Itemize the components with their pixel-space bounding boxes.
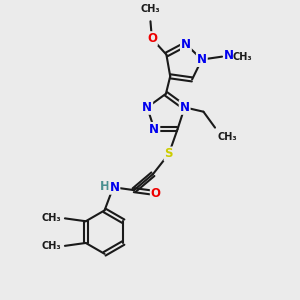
Text: N: N <box>110 181 119 194</box>
Text: S: S <box>165 148 173 160</box>
Text: N: N <box>197 53 207 66</box>
Text: CH₃: CH₃ <box>42 213 62 223</box>
Text: CH₃: CH₃ <box>232 52 252 61</box>
Text: CH₃: CH₃ <box>218 132 238 142</box>
Text: O: O <box>147 32 157 45</box>
Text: CH₃: CH₃ <box>141 4 160 14</box>
Text: N: N <box>149 123 159 136</box>
Text: N: N <box>142 101 152 114</box>
Text: N: N <box>181 38 191 51</box>
Text: CH₃: CH₃ <box>42 242 62 251</box>
Text: N: N <box>180 101 190 114</box>
Text: H: H <box>100 180 110 193</box>
Text: N: N <box>224 49 233 62</box>
Text: O: O <box>151 187 161 200</box>
